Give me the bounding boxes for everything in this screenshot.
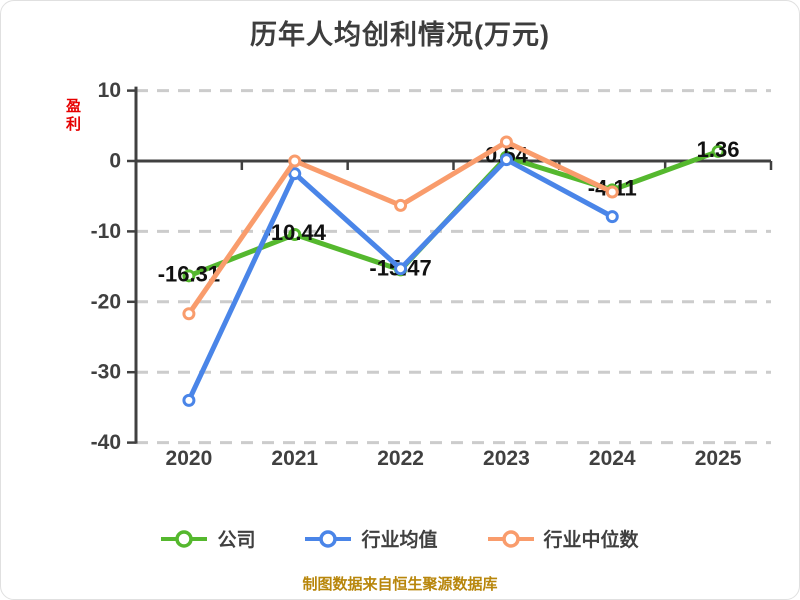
legend-item-industry-median[interactable]: 行业中位数 <box>487 525 639 552</box>
data-point-industry-median[interactable] <box>394 198 408 212</box>
line-marker-icon <box>305 529 352 548</box>
legend-label: 行业中位数 <box>543 530 639 551</box>
profit-region-label: 盈利 <box>64 98 81 134</box>
y-tick-label: -10 <box>91 220 121 243</box>
data-point-industry-average[interactable] <box>288 167 302 181</box>
legend-label: 公司 <box>217 530 256 551</box>
x-tick-label: 2024 <box>589 447 636 470</box>
data-source-note: 制图数据来自恒生聚源数据库 <box>302 576 498 593</box>
data-point-industry-average[interactable] <box>499 153 513 167</box>
y-tick-label: 10 <box>98 79 121 102</box>
y-tick-label: -20 <box>91 290 121 313</box>
data-point-industry-median[interactable] <box>499 135 513 149</box>
x-tick-label: 2023 <box>483 447 530 470</box>
data-label-company: -10.44 <box>264 220 327 245</box>
data-point-industry-median[interactable] <box>182 307 196 321</box>
y-tick-label: -40 <box>91 431 121 454</box>
data-point-company[interactable] <box>711 144 725 158</box>
chart-plot-area: 10 0 -10 -20 -30 -40 2020 2021 2022 2023 2024 2025 -… <box>91 79 773 470</box>
legend-label: 行业均值 <box>361 530 438 551</box>
data-point-industry-average[interactable] <box>605 210 619 224</box>
data-point-company[interactable] <box>288 227 302 241</box>
x-tick-label: 2020 <box>166 447 213 470</box>
x-tick-label: 2025 <box>695 447 742 470</box>
line-marker-icon <box>487 529 534 548</box>
chart-title: 历年人均创利情况(万元) <box>250 20 550 50</box>
y-tick-label: -30 <box>91 361 121 384</box>
data-point-company[interactable] <box>182 269 196 283</box>
line-marker-icon <box>161 529 208 548</box>
chart-legend: 公司 行业均值 行业中位数 <box>1 525 799 552</box>
legend-item-industry-average[interactable]: 行业均值 <box>305 525 438 552</box>
data-point-industry-median[interactable] <box>288 154 302 168</box>
data-point-industry-median[interactable] <box>605 185 619 199</box>
data-point-industry-average[interactable] <box>394 262 408 276</box>
legend-item-company[interactable]: 公司 <box>161 525 255 552</box>
data-label-company: 1.36 <box>697 137 740 162</box>
data-point-industry-average[interactable] <box>182 393 196 407</box>
y-tick-label: 0 <box>109 150 121 173</box>
x-tick-label: 2022 <box>377 447 424 470</box>
x-tick-label: 2021 <box>271 447 318 470</box>
